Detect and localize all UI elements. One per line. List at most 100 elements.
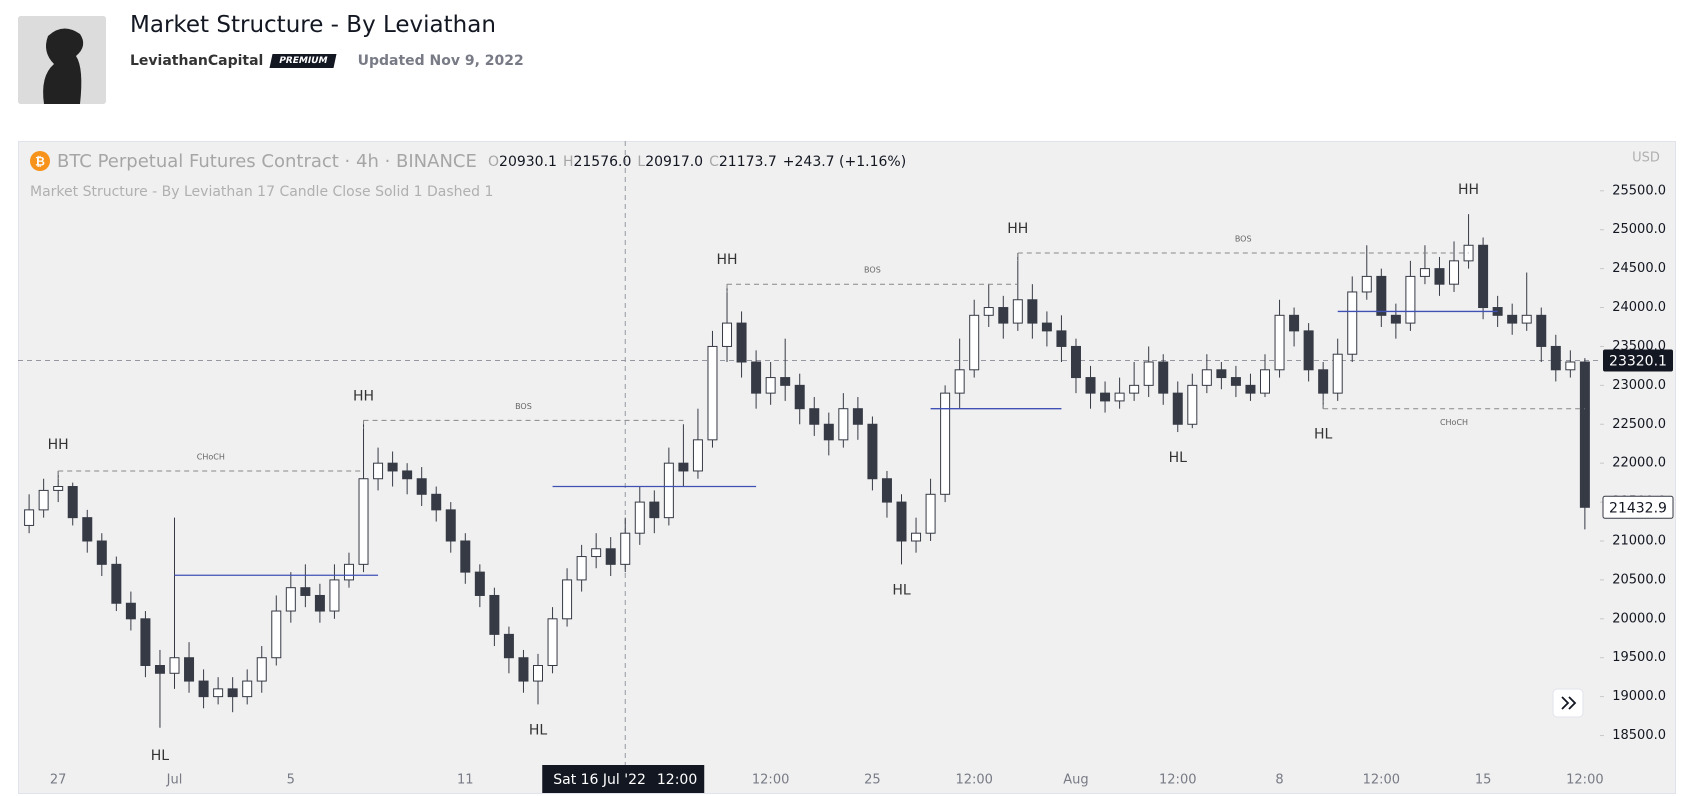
candle-body <box>402 470 413 480</box>
candle-body <box>1245 384 1256 394</box>
candle-body <box>53 486 64 491</box>
candle-body <box>634 501 645 534</box>
candle-body <box>474 571 485 596</box>
y-tick-label: 25500.0 <box>1612 183 1666 198</box>
structure-label: BOS <box>515 402 532 411</box>
updated-date: Updated Nov 9, 2022 <box>357 53 524 69</box>
candle-body <box>431 493 442 511</box>
candle-body <box>969 314 980 371</box>
idea-meta: LeviathanCapital PREMIUM Updated Nov 9, … <box>130 53 524 69</box>
candle-body <box>184 657 195 682</box>
candle-body <box>154 665 165 674</box>
candle-body <box>314 594 325 612</box>
swing-label: HL <box>1314 427 1333 443</box>
candle-body <box>881 478 892 503</box>
h-label: H <box>563 154 574 170</box>
candle-body <box>940 392 951 495</box>
candle-body <box>329 579 340 612</box>
x-tick-label: Aug <box>1063 773 1088 788</box>
y-tick-label: 22500.0 <box>1612 417 1666 432</box>
candle-body <box>1390 314 1401 324</box>
candle-body <box>242 680 253 698</box>
candle-body <box>1318 369 1329 394</box>
candle-body <box>867 423 878 480</box>
h-value: 21576.0 <box>573 154 631 170</box>
candle-body <box>576 556 587 581</box>
candle-body <box>591 548 602 558</box>
candle-body <box>663 462 674 519</box>
c-value: 21173.7 <box>719 154 777 170</box>
y-tick-label: 19000.0 <box>1612 689 1666 704</box>
candle-body <box>1419 268 1430 277</box>
candle-body <box>1376 275 1387 316</box>
candle-body <box>678 462 689 472</box>
avatar-figure <box>43 28 84 104</box>
candle-body <box>445 509 456 542</box>
structure-label: CHoCH <box>1440 418 1468 427</box>
candle-body <box>67 486 78 519</box>
candle-body <box>751 361 762 394</box>
author-name[interactable]: LeviathanCapital <box>130 53 264 69</box>
candle-body <box>489 594 500 635</box>
candle-body <box>24 509 35 526</box>
x-tick-label: 8 <box>1275 773 1283 788</box>
candle-body <box>387 462 398 472</box>
candle-body <box>896 501 907 542</box>
swing-label: HH <box>48 437 69 453</box>
l-label: L <box>637 154 645 170</box>
swing-label: HL <box>1169 450 1188 466</box>
x-tick-label: Jul <box>166 773 183 788</box>
candle-body <box>605 548 616 565</box>
candle-body <box>780 377 791 386</box>
candle-body <box>1056 330 1067 347</box>
candle-body <box>343 563 354 581</box>
swing-label: HL <box>151 748 170 764</box>
x-tick-label: 12:00 <box>1566 773 1603 788</box>
candle-body <box>1434 268 1445 285</box>
candle-body <box>1521 314 1532 324</box>
candle-body <box>1289 314 1300 332</box>
x-tick-label: 12:00 <box>955 773 992 788</box>
candle-body <box>38 489 49 511</box>
indicator-name: Market Structure - By Leviathan 17 Candl… <box>30 184 493 200</box>
candle-body <box>1332 353 1343 394</box>
candle-body <box>736 322 747 363</box>
swing-label: HH <box>353 388 374 404</box>
last-price-tag <box>1602 495 1674 519</box>
candle-body <box>1260 369 1270 394</box>
candle-body <box>271 610 282 659</box>
candle-body <box>1449 260 1460 285</box>
candle-body <box>416 478 427 495</box>
x-tick-label: 12:00 <box>752 773 789 788</box>
x-tick-label: 12:00 <box>1159 773 1196 788</box>
crosshair-time-tag <box>542 765 705 793</box>
candle-body <box>1536 314 1547 347</box>
candle-body <box>213 688 224 698</box>
candle-body <box>794 384 805 410</box>
crosshair-price-tag <box>1603 349 1673 372</box>
candle-body <box>620 532 631 565</box>
candle-body <box>954 369 965 394</box>
swing-label: HH <box>716 252 737 268</box>
y-tick-label: 21000.0 <box>1612 533 1666 548</box>
y-tick-label: 22000.0 <box>1612 456 1666 471</box>
candle-body <box>1507 314 1518 324</box>
candle-body <box>125 602 136 620</box>
candle-body <box>1274 314 1285 371</box>
candle-body <box>1216 369 1227 379</box>
scroll-button[interactable] <box>1552 688 1584 718</box>
x-tick-label: 5 <box>287 773 295 788</box>
o-value: 20930.1 <box>499 154 557 170</box>
symbol: BTC Perpetual Futures Contract · 4h · BI… <box>57 151 477 172</box>
candle-body <box>1012 299 1023 324</box>
candle-body <box>1129 384 1140 394</box>
btc-icon-glyph: ₿ <box>35 155 45 169</box>
y-tick-label: 20500.0 <box>1612 572 1666 587</box>
author-avatar[interactable] <box>18 16 106 104</box>
candle-body <box>1143 361 1154 386</box>
crosshair-time: 12:00 <box>657 772 697 788</box>
swing-label: HL <box>529 722 548 738</box>
candle-body <box>227 688 238 698</box>
candle-body <box>358 478 369 565</box>
